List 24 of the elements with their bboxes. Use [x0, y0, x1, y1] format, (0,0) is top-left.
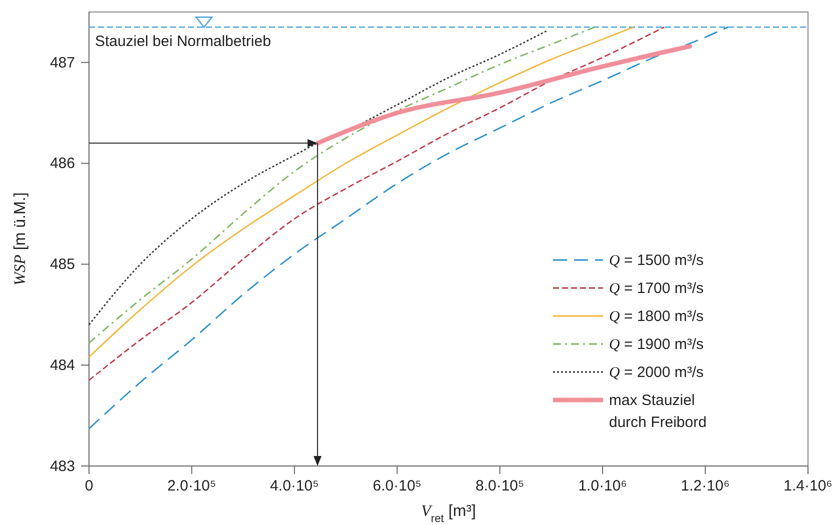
y-tick-label: 483	[50, 458, 75, 475]
legend-label: Q = 1500 m³/s	[609, 252, 704, 269]
x-tick-label: 4.0·10⁵	[270, 478, 319, 495]
line-series	[88, 26, 729, 430]
y-tick-label: 484	[50, 356, 75, 374]
legend-label: Q = 1700 m³/s	[609, 280, 704, 297]
x-tick-label: 6.0·10⁵	[372, 478, 422, 495]
y-tick-label: 485	[50, 256, 75, 274]
y-tick-label: 486	[50, 155, 75, 172]
legend-label: max Stauziel durch Freibord	[609, 392, 707, 431]
y-tick-label: 487	[50, 54, 75, 72]
x-tick-label: 2.0·10⁵	[167, 478, 216, 495]
y-axis-title: WSP [m ü.M.]	[12, 192, 29, 286]
x-tick-label: 1.4·10⁶	[784, 478, 832, 495]
x-tick-label: 1.0·10⁶	[578, 478, 627, 495]
legend-label: Q = 1800 m³/s	[609, 308, 704, 325]
legend-label: Q = 1900 m³/s	[609, 336, 704, 353]
line-series	[88, 29, 549, 326]
x-axis-title: V$_{ret}$ [m³]	[421, 503, 476, 525]
ref-line-label: Stauziel bei Normalbetrieb	[95, 33, 271, 50]
x-tick-label: 0	[84, 478, 94, 495]
legend-label: Q = 2000 m³/s	[609, 364, 704, 381]
x-tick-label: 1.2·10⁶	[680, 478, 730, 495]
x-tick-label: 8.0·10⁵	[475, 478, 524, 495]
